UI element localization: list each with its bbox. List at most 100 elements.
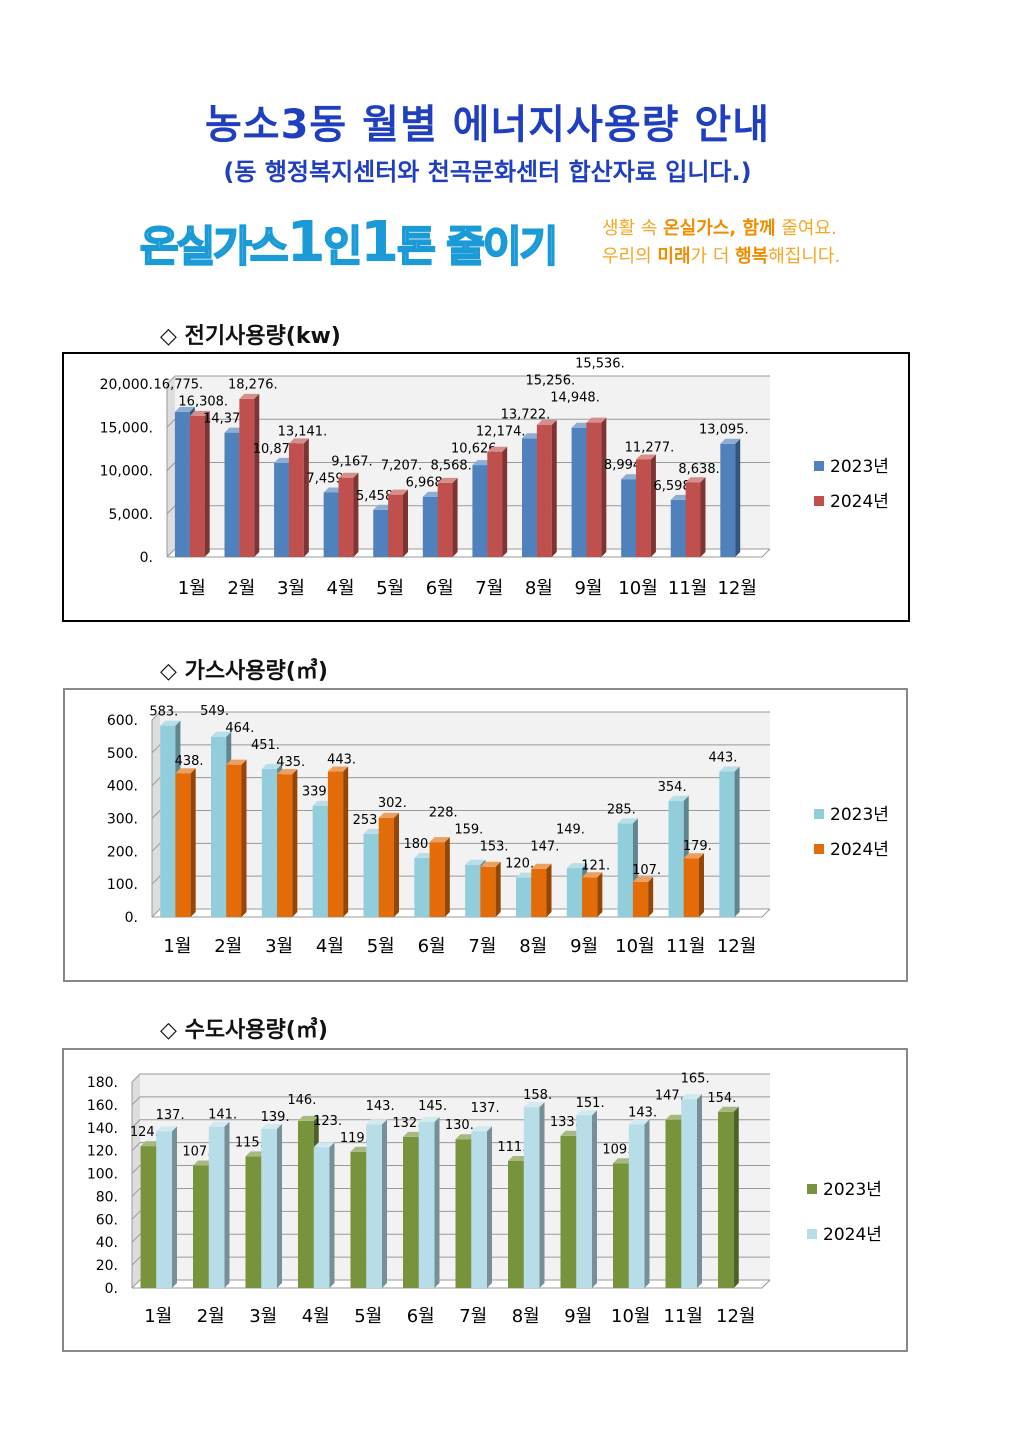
- data-label: 154.: [707, 1091, 736, 1106]
- bar-2024년: [628, 1124, 645, 1288]
- page-title: 농소3동 월별 에너지사용량 안내: [204, 102, 770, 148]
- x-tick-label: 10월: [618, 578, 657, 599]
- bar-2023년: [621, 479, 637, 557]
- data-label: 149.: [556, 823, 585, 838]
- bar-2024년: [632, 881, 649, 917]
- x-tick-label: 10월: [615, 936, 654, 957]
- bar-2024년: [536, 425, 552, 557]
- legend-label: 2023년: [823, 1180, 882, 1200]
- data-label: 12,174.: [476, 425, 526, 440]
- data-label: 18,276.: [228, 378, 278, 393]
- bar-2023년: [665, 1119, 682, 1288]
- bar-side: [539, 1102, 545, 1288]
- x-tick-label: 5월: [354, 1306, 382, 1327]
- bar-top: [613, 1158, 634, 1164]
- bar-top: [160, 720, 181, 726]
- data-label: 464.: [225, 721, 254, 736]
- bar-top: [175, 768, 196, 774]
- legend-swatch: [807, 1184, 817, 1194]
- bar-2023년: [224, 432, 240, 557]
- bar-top: [211, 731, 232, 737]
- bar-top: [245, 1151, 267, 1157]
- bar-side: [277, 1123, 282, 1288]
- bar-2024년: [226, 764, 242, 917]
- x-tick-label: 5월: [367, 936, 395, 957]
- bar-2023년: [472, 465, 488, 557]
- data-label: 179.: [683, 839, 712, 854]
- bar-2023년: [720, 443, 736, 557]
- x-axis: [132, 1279, 771, 1289]
- bar-2023년: [323, 492, 339, 557]
- bar-top: [298, 1115, 319, 1121]
- legend-label: 2024년: [830, 840, 889, 860]
- section-heading-electricity: ◇ 전기사용량(kw): [160, 324, 341, 349]
- data-label: 107.: [632, 863, 661, 878]
- bar-top: [350, 1146, 372, 1152]
- data-label: 339.: [302, 785, 331, 800]
- bar-2024년: [277, 774, 293, 917]
- data-label: 115.: [235, 1135, 264, 1150]
- gridline: [131, 1096, 770, 1106]
- y-tick-label: 40.: [96, 1235, 118, 1251]
- data-label: 158.: [523, 1088, 552, 1103]
- bar-2023년: [274, 462, 289, 557]
- data-label: 451.: [251, 738, 280, 753]
- bar-side: [734, 766, 740, 917]
- gridline: [151, 711, 770, 721]
- gridline: [151, 842, 770, 852]
- x-tick-label: 12월: [717, 578, 756, 599]
- bar-2023년: [193, 1165, 209, 1288]
- bar-top: [226, 759, 247, 765]
- bar-top: [582, 872, 603, 878]
- bar-top: [288, 438, 309, 444]
- bar-top: [536, 420, 557, 426]
- y-tick-label: 20.: [96, 1258, 118, 1274]
- bar-side: [648, 876, 654, 917]
- data-label: 132.: [392, 1116, 421, 1131]
- data-label: 151.: [576, 1096, 605, 1111]
- bar-2023년: [174, 411, 190, 557]
- legend-swatch: [814, 809, 824, 819]
- data-label: 5,458.: [356, 489, 397, 504]
- data-label: 6,968.: [406, 476, 447, 491]
- bar-top: [261, 763, 283, 769]
- data-label: 15,256.: [526, 374, 576, 389]
- bar-2023년: [414, 857, 430, 917]
- gridline: [131, 1142, 770, 1152]
- bar-2023년: [670, 499, 686, 557]
- bar-2023년: [455, 1139, 472, 1288]
- data-label: 111.: [497, 1140, 526, 1155]
- bar-top: [487, 446, 508, 452]
- bar-top: [455, 1134, 477, 1140]
- y-tick-label: 0.: [125, 910, 138, 926]
- bar-2023년: [211, 736, 227, 917]
- x-tick-label: 7월: [475, 578, 503, 599]
- y-tick-label: 180.: [87, 1075, 118, 1091]
- gridline: [131, 1165, 770, 1174]
- data-label: 302.: [378, 796, 407, 811]
- bar-top: [414, 852, 435, 858]
- campaign-banner: 온실가스1인1톤 줄이기 생활 속 온실가스, 함께 줄여요. 우리의 미래가 …: [139, 205, 870, 275]
- gridline: [151, 744, 770, 754]
- y-tick-label: 0.: [105, 1281, 118, 1297]
- bar-top: [338, 472, 359, 478]
- bar-side: [241, 759, 247, 917]
- y-tick-label: 300.: [107, 812, 138, 828]
- bar-2024년: [523, 1107, 540, 1288]
- bar-side: [343, 766, 349, 917]
- x-tick-label: 6월: [418, 936, 446, 957]
- data-label: 139.: [261, 1110, 290, 1125]
- bar-2023년: [668, 800, 684, 917]
- data-label: 159.: [454, 823, 483, 838]
- bar-top: [628, 1119, 650, 1125]
- bar-side: [382, 1119, 387, 1288]
- x-tick-label: 11월: [668, 578, 707, 599]
- bar-top: [516, 872, 537, 878]
- bar-2024년: [586, 422, 602, 557]
- bar-2023년: [312, 805, 328, 917]
- bar-top: [632, 876, 654, 882]
- bar-top: [437, 477, 458, 483]
- bar-side: [487, 1126, 492, 1288]
- bar-side: [403, 489, 408, 557]
- data-label: 141.: [208, 1108, 237, 1123]
